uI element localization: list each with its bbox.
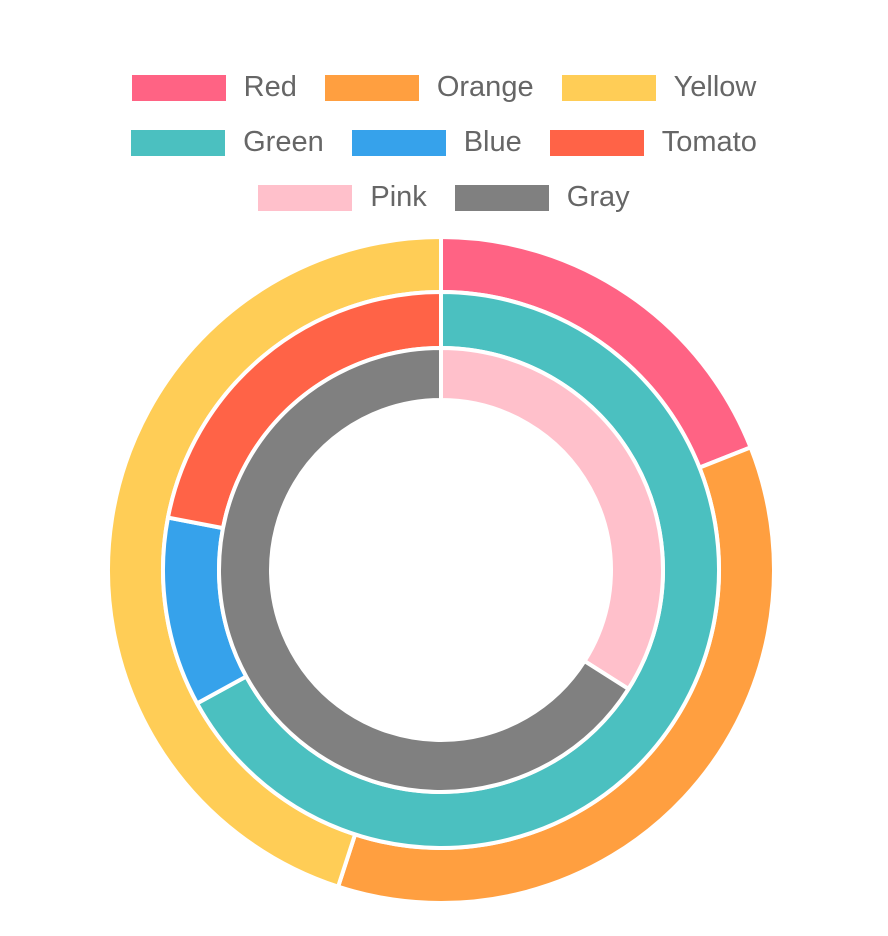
slice-pink[interactable] bbox=[439, 346, 665, 691]
legend-label-tomato: Tomato bbox=[661, 126, 757, 158]
legend-item-blue[interactable]: Blue bbox=[351, 126, 522, 159]
slice-gray[interactable] bbox=[217, 346, 631, 794]
legend-item-tomato[interactable]: Tomato bbox=[549, 126, 757, 159]
legend-swatch-yellow bbox=[561, 74, 656, 101]
legend-label-green: Green bbox=[243, 126, 324, 158]
legend-label-orange: Orange bbox=[436, 71, 534, 103]
legend-label-pink: Pink bbox=[370, 181, 427, 213]
legend-row-1: Red Orange Yellow bbox=[0, 60, 888, 115]
legend-item-yellow[interactable]: Yellow bbox=[561, 71, 757, 104]
legend-label-gray: Gray bbox=[566, 181, 630, 213]
legend-swatch-gray bbox=[454, 184, 549, 211]
legend-item-green[interactable]: Green bbox=[131, 126, 324, 159]
legend-swatch-orange bbox=[324, 74, 419, 101]
legend-row-2: Green Blue Tomato bbox=[0, 115, 888, 170]
legend-item-red[interactable]: Red bbox=[131, 71, 297, 104]
legend-item-orange[interactable]: Orange bbox=[324, 71, 534, 104]
legend-swatch-green bbox=[131, 129, 226, 156]
legend-swatch-tomato bbox=[549, 129, 644, 156]
legend-row-3: Pink Gray bbox=[0, 170, 888, 225]
chart-legend: Red Orange Yellow Green Blue Tomato Pink bbox=[0, 60, 888, 225]
legend-swatch-blue bbox=[351, 129, 446, 156]
legend-item-gray[interactable]: Gray bbox=[454, 181, 630, 214]
legend-label-red: Red bbox=[243, 71, 297, 103]
legend-item-pink[interactable]: Pink bbox=[258, 181, 427, 214]
legend-label-blue: Blue bbox=[463, 126, 522, 158]
legend-swatch-red bbox=[131, 74, 226, 101]
legend-swatch-pink bbox=[258, 184, 353, 211]
legend-label-yellow: Yellow bbox=[673, 71, 757, 103]
